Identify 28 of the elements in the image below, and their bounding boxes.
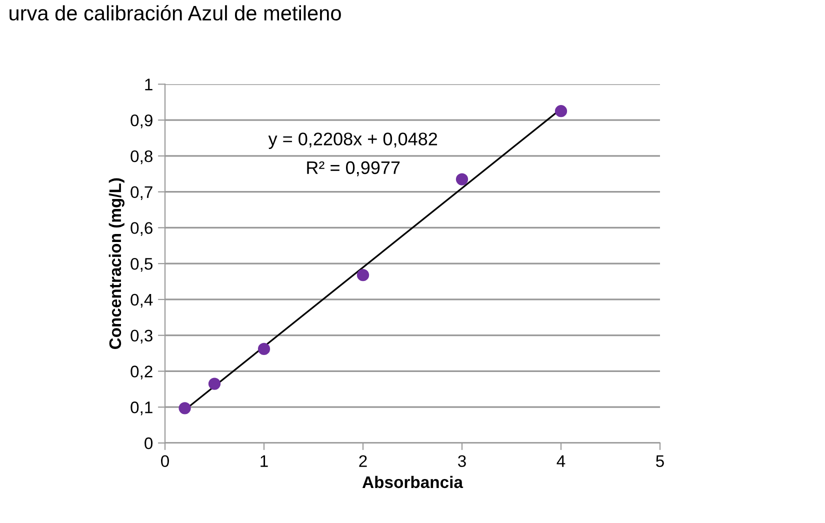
x-tick-label: 0 — [161, 455, 169, 468]
point — [456, 173, 468, 186]
point — [356, 269, 370, 282]
y-tick-label: 0,8 — [130, 150, 152, 164]
x-tick-label: 1 — [260, 455, 268, 467]
y-tick-label: 0,9 — [130, 114, 152, 128]
y-tick-label: 0,6 — [130, 222, 152, 236]
x-tick-label: 2 — [359, 455, 367, 467]
y-tick-label: 0,5 — [130, 258, 152, 272]
y-tick-label: 0,3 — [130, 330, 152, 344]
x-tick-label: 4 — [556, 455, 566, 467]
y-tick-label: 1 — [145, 78, 152, 90]
annotation: y = 0,2208x + 0,0482 — [268, 132, 438, 149]
point — [208, 378, 221, 390]
y-tick-label: 0,4 — [130, 294, 153, 308]
x-tick-label: 3 — [458, 455, 466, 468]
y-axis-title: Concentracion (mg/L) — [108, 178, 124, 350]
x-tick-label: 5 — [656, 455, 664, 468]
y-tick-label: 0,1 — [130, 402, 152, 416]
point — [554, 105, 568, 118]
point — [178, 402, 191, 414]
y-tick-label: 0 — [144, 437, 153, 450]
y-tick-label: 0,7 — [130, 186, 152, 200]
y-tick-label: 0,2 — [130, 366, 152, 380]
annotation: R² = 0,9977 — [307, 161, 400, 176]
x-axis-title: Absorbancia — [362, 476, 464, 488]
chart-title: urva de calibración Azul de metileno — [10, 4, 341, 21]
point — [258, 342, 270, 356]
